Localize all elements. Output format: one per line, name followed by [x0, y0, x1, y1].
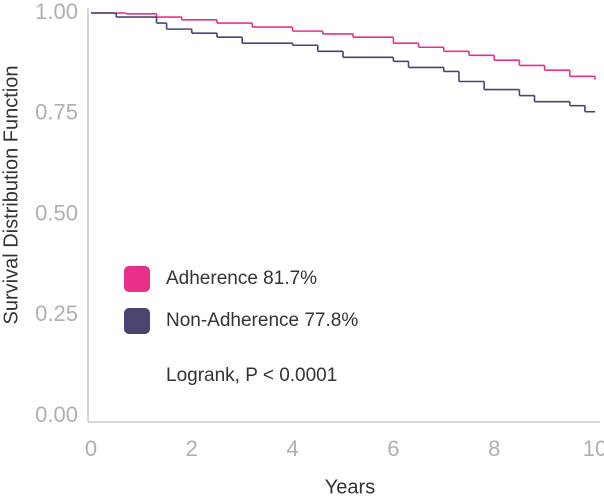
legend-swatch: [124, 266, 150, 292]
x-tick-label: 8: [488, 436, 500, 461]
annotation: Logrank, P < 0.0001: [166, 365, 337, 386]
y-tick-label: 0.75: [35, 100, 78, 125]
x-tick-label: 10: [583, 436, 604, 461]
x-tick-label: 4: [286, 436, 298, 461]
legend-swatch: [124, 308, 150, 334]
y-tick-label: 1.00: [35, 0, 78, 24]
y-tick-label: 0.50: [35, 200, 78, 225]
y-tick-label: 0.25: [35, 301, 78, 326]
y-tick-label: 0.00: [35, 402, 78, 427]
legend-label: Adherence 81.7%: [166, 268, 317, 289]
x-tick-label: 6: [387, 436, 399, 461]
x-axis-title: Years: [325, 476, 375, 498]
x-tick-label: 0: [85, 436, 97, 461]
x-tick-label: 2: [186, 436, 198, 461]
legend-label: Non-Adherence 77.8%: [166, 310, 358, 331]
y-axis-title: Survival Distribution Function: [0, 66, 22, 325]
